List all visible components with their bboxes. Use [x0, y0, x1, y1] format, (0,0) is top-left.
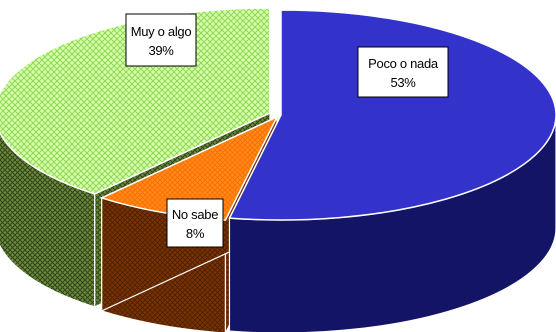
slice-label: No sabe — [172, 207, 218, 222]
slice-value-label: 53% — [390, 75, 416, 90]
pie-slice-top — [228, 9, 556, 221]
slice-value-label: 8% — [186, 226, 205, 241]
data-label-no-sabe: No sabe 8% — [166, 198, 224, 248]
slice-label: Muy o algo — [131, 24, 192, 39]
data-label-muy-o-algo: Muy o algo 39% — [125, 13, 197, 67]
slice-label: Poco o nada — [368, 56, 439, 71]
data-label-poco-o-nada: Poco o nada 53% — [357, 46, 449, 98]
slice-value-label: 39% — [148, 43, 174, 58]
pie-slice-poco-o-nada — [228, 9, 556, 332]
